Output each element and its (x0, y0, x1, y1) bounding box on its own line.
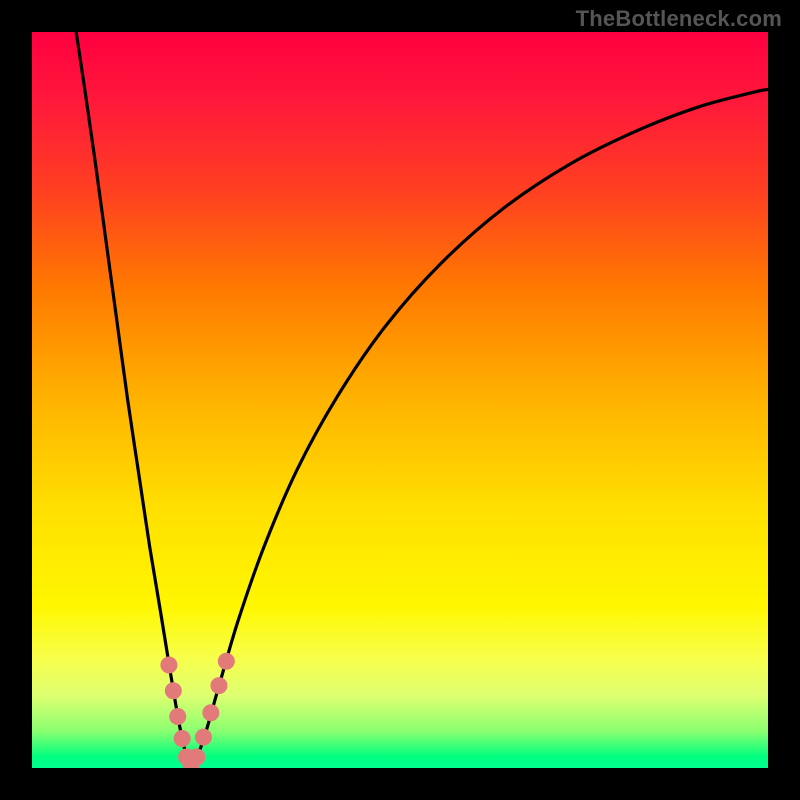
bottleneck-chart: TheBottleneck.com (0, 0, 800, 800)
watermark-text: TheBottleneck.com (576, 6, 782, 32)
gradient-background (32, 32, 768, 768)
